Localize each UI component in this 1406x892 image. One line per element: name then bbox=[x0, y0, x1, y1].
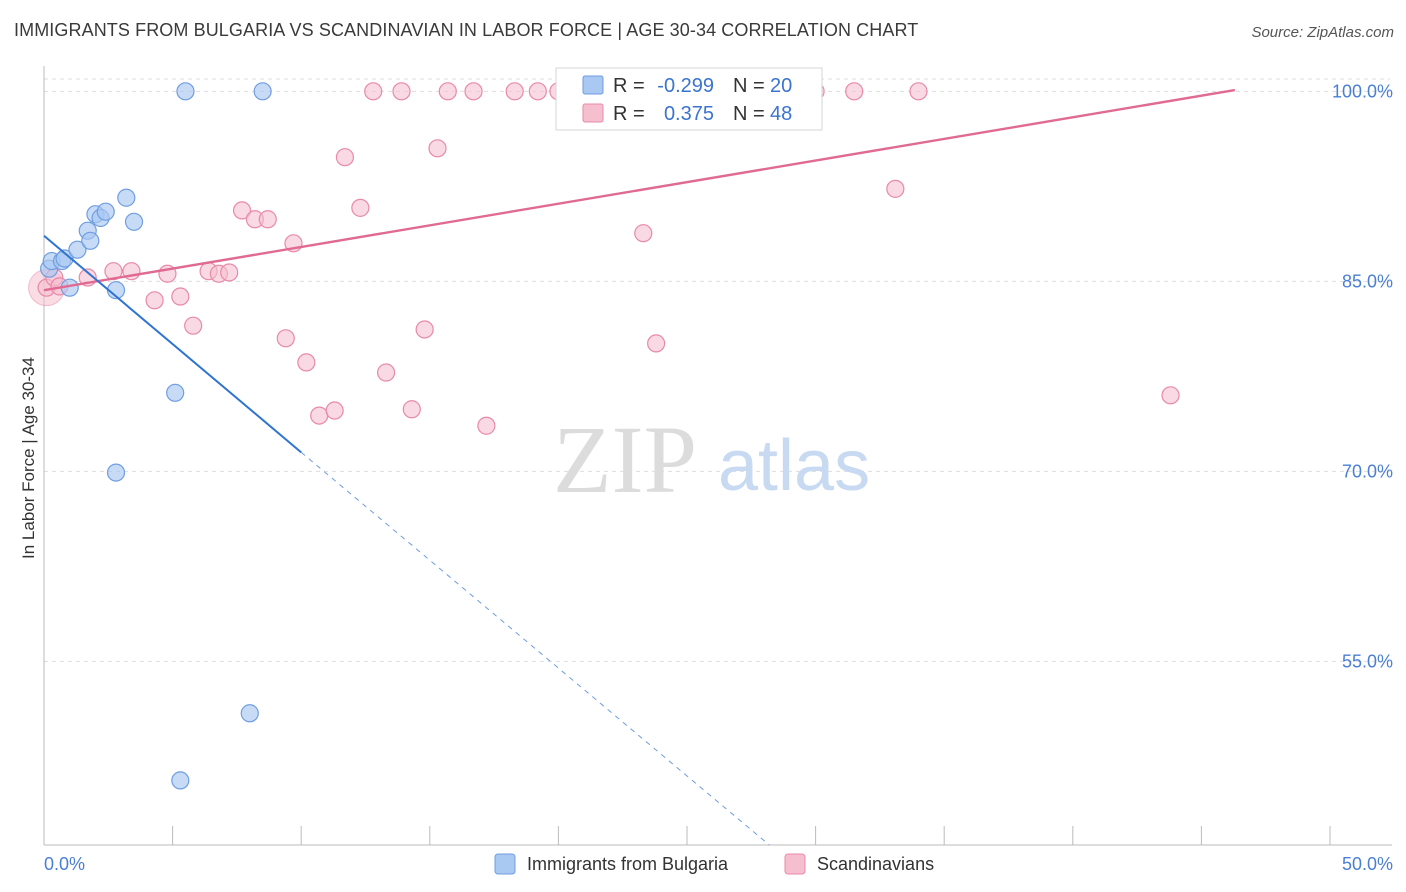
scandinavians-point bbox=[392, 82, 411, 101]
scandinavians-point bbox=[184, 316, 203, 335]
scandinavians-point bbox=[845, 82, 864, 101]
scandinavians-point bbox=[464, 82, 483, 101]
trend-lines bbox=[43, 88, 1236, 846]
legend-r-label-2: R = bbox=[613, 103, 645, 125]
watermark-atlas: atlas bbox=[718, 426, 870, 506]
bulgaria-point bbox=[106, 463, 126, 482]
scandinavians-point bbox=[171, 287, 190, 306]
legend-n-label-2: N = bbox=[733, 103, 765, 125]
scandinavians-point bbox=[145, 291, 164, 310]
scandinavians-point bbox=[634, 224, 653, 243]
legend-r-label-1: R = bbox=[613, 75, 645, 97]
bulgaria-series bbox=[40, 82, 272, 790]
bulgaria-point bbox=[253, 82, 272, 101]
y-tick-label-100: 100.0% bbox=[1332, 81, 1393, 101]
scandinavians-series bbox=[28, 82, 1180, 435]
grid-lines bbox=[44, 78, 1390, 662]
scandinavians-point bbox=[232, 201, 252, 220]
legend-n-label-1: N = bbox=[733, 75, 765, 97]
scandinavians-point bbox=[364, 82, 383, 101]
legend-bottom: Immigrants from Bulgaria Scandinavians bbox=[494, 853, 934, 875]
scandinavians-point bbox=[428, 139, 447, 158]
scandinavians-point bbox=[351, 198, 370, 217]
legend-swatch-blue bbox=[582, 75, 604, 95]
legend-n-value-2: 48 bbox=[770, 103, 792, 125]
bulgaria-point bbox=[55, 249, 74, 268]
bulgaria-point bbox=[124, 212, 144, 231]
scandinavians-point bbox=[297, 353, 316, 372]
legend-r-value-1: -0.299 bbox=[657, 75, 714, 97]
bulgaria-point bbox=[176, 82, 195, 101]
scandinavians-point bbox=[438, 82, 457, 101]
legend-top: R = -0.299 N = 20 R = 0.375 N = 48 bbox=[555, 67, 823, 131]
scandinavians-point bbox=[415, 320, 434, 339]
legend-bottom-swatch-pink bbox=[784, 853, 806, 875]
y-axis-label: In Labor Force | Age 30-34 bbox=[19, 357, 38, 559]
legend-r-value-2: 0.375 bbox=[664, 103, 714, 125]
legend-bottom-label-bulgaria: Immigrants from Bulgaria bbox=[527, 854, 729, 874]
y-tick-label-85: 85.0% bbox=[1342, 271, 1393, 291]
scandinavians-point bbox=[310, 406, 329, 425]
scandinavians-point bbox=[528, 82, 547, 101]
x-tick-labels: 0.0% 50.0% bbox=[44, 854, 1393, 874]
bulgaria-point bbox=[171, 771, 190, 790]
scandinavians-point bbox=[477, 416, 496, 435]
scandinavians-point bbox=[1161, 386, 1180, 405]
chart-title: IMMIGRANTS FROM BULGARIA VS SCANDINAVIAN… bbox=[14, 20, 919, 40]
watermark-zip: ZIP bbox=[553, 406, 697, 513]
source-label: Source: ZipAtlas.com bbox=[1251, 24, 1394, 41]
scandinavians-point bbox=[335, 148, 355, 167]
bulgaria-point bbox=[166, 383, 185, 402]
scandinavians-point bbox=[220, 263, 239, 282]
scandinavians-point bbox=[325, 401, 344, 420]
legend-n-value-1: 20 bbox=[770, 75, 792, 97]
watermark: ZIP atlas bbox=[553, 406, 870, 513]
bulgaria-point bbox=[240, 704, 259, 723]
scandinavians-point bbox=[886, 179, 905, 198]
scandinavians-point bbox=[376, 363, 396, 382]
scandinavians-point bbox=[909, 82, 928, 101]
legend-swatch-pink bbox=[582, 103, 604, 123]
y-tick-label-70: 70.0% bbox=[1342, 461, 1393, 481]
scandinavians-point bbox=[647, 334, 666, 353]
scandinavians-point bbox=[276, 329, 295, 348]
bulgaria-trend-line bbox=[43, 234, 302, 454]
legend-bottom-label-scandinavians: Scandinavians bbox=[817, 854, 934, 874]
y-tick-label-55: 55.0% bbox=[1342, 651, 1393, 671]
bulgaria-trend-line-extension bbox=[300, 451, 770, 846]
x-tick-label-50: 50.0% bbox=[1342, 854, 1393, 874]
bulgaria-point bbox=[68, 240, 87, 259]
scandinavians-point bbox=[505, 82, 524, 101]
scandinavians-point bbox=[402, 400, 421, 419]
bulgaria-point bbox=[81, 231, 100, 250]
x-tick-label-0: 0.0% bbox=[44, 854, 85, 874]
scandinavians-point bbox=[258, 210, 277, 229]
bulgaria-point bbox=[117, 188, 136, 207]
y-tick-labels: 55.0% 70.0% 85.0% 100.0% bbox=[1332, 81, 1393, 671]
legend-bottom-swatch-blue bbox=[494, 853, 516, 875]
bulgaria-point bbox=[96, 202, 115, 221]
scandinavians-trend-line bbox=[43, 88, 1236, 292]
axes bbox=[43, 66, 1392, 846]
